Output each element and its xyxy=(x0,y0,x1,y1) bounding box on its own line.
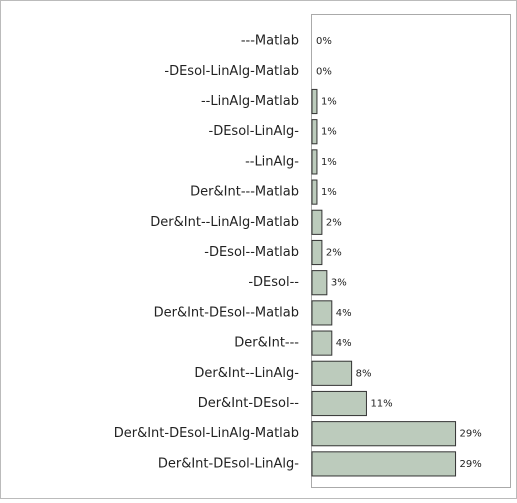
y-tick-label: Der&Int---Matlab xyxy=(190,185,299,200)
bar xyxy=(311,179,318,205)
value-label: 29% xyxy=(460,429,482,440)
bar xyxy=(311,300,333,326)
value-label: 1% xyxy=(321,97,337,108)
value-label: 11% xyxy=(370,399,392,410)
value-label: 1% xyxy=(321,157,337,168)
y-tick-label: -DEsol-- xyxy=(248,275,299,290)
bar xyxy=(311,270,328,296)
y-tick-label: --LinAlg-Matlab xyxy=(201,94,299,109)
value-label: 1% xyxy=(321,127,337,138)
y-tick-label: -DEsol-LinAlg- xyxy=(209,124,300,139)
y-tick-label: Der&Int-DEsol--Matlab xyxy=(154,305,299,320)
bar xyxy=(311,451,457,477)
bar xyxy=(311,390,367,417)
bar xyxy=(311,330,333,356)
bar xyxy=(311,421,457,447)
y-tick-label: Der&Int-DEsol-- xyxy=(198,396,300,411)
y-tick-label: Der&Int-DEsol-LinAlg- xyxy=(158,456,299,471)
bar xyxy=(311,119,318,145)
y-tick-label: Der&Int--LinAlg- xyxy=(194,366,299,381)
y-tick-label: Der&Int--- xyxy=(234,336,299,351)
bar xyxy=(311,239,323,266)
y-tick-label: Der&Int-DEsol-LinAlg-Matlab xyxy=(114,426,299,441)
value-label: 2% xyxy=(326,248,342,259)
y-tick-label: Der&Int--LinAlg-Matlab xyxy=(150,215,299,230)
value-label: 0% xyxy=(316,36,332,47)
bar xyxy=(311,149,318,175)
bar xyxy=(311,88,318,115)
bar xyxy=(311,360,353,386)
value-label: 4% xyxy=(336,338,352,349)
bar xyxy=(311,209,323,235)
value-label: 4% xyxy=(336,308,352,319)
y-tick-label: -DEsol-LinAlg-Matlab xyxy=(164,64,299,79)
y-tick-label: ---Matlab xyxy=(241,34,299,49)
y-tick-label: -DEsol--Matlab xyxy=(204,245,299,260)
y-tick-label: --LinAlg- xyxy=(245,154,299,169)
value-label: 2% xyxy=(326,217,342,228)
value-label: 3% xyxy=(331,278,347,289)
plot-area xyxy=(311,14,511,488)
value-label: 1% xyxy=(321,187,337,198)
value-label: 8% xyxy=(356,368,372,379)
value-label: 29% xyxy=(460,459,482,470)
value-label: 0% xyxy=(316,66,332,77)
